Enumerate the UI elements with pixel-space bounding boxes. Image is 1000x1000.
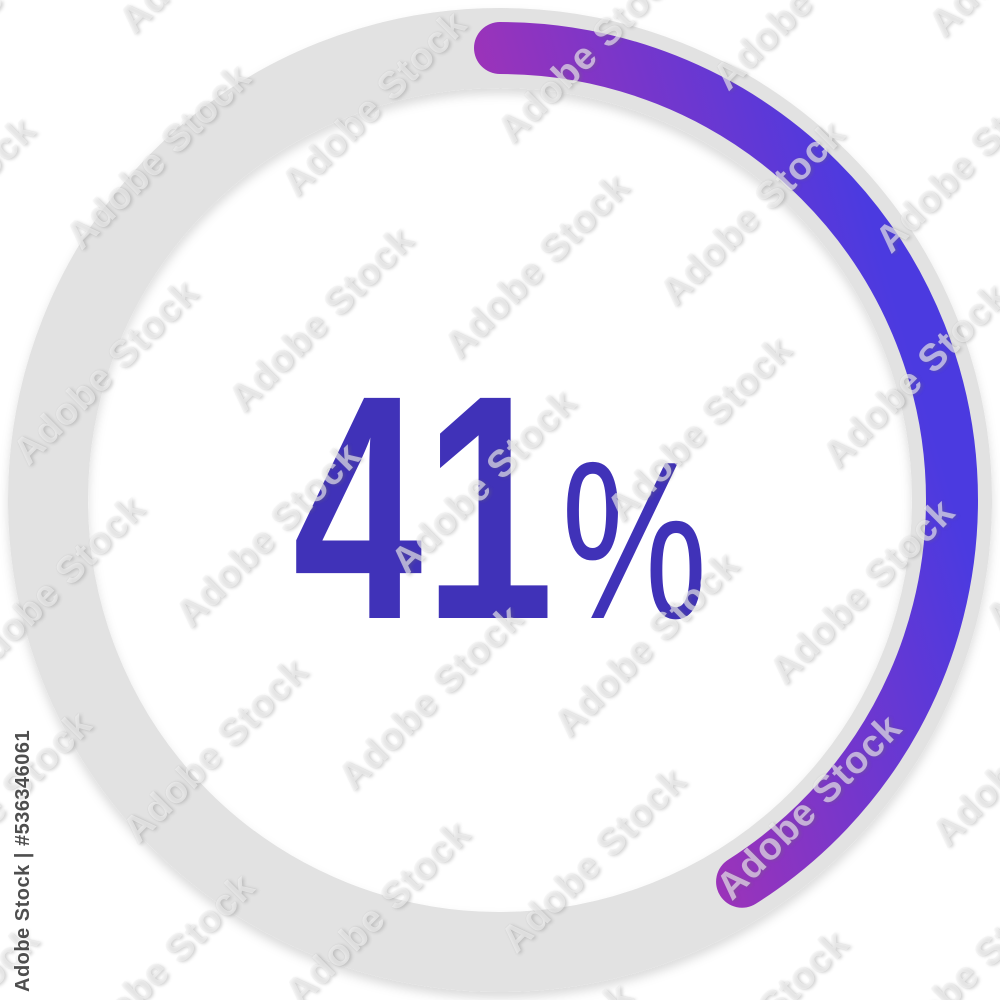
ring-progress-arc	[22, 22, 978, 978]
